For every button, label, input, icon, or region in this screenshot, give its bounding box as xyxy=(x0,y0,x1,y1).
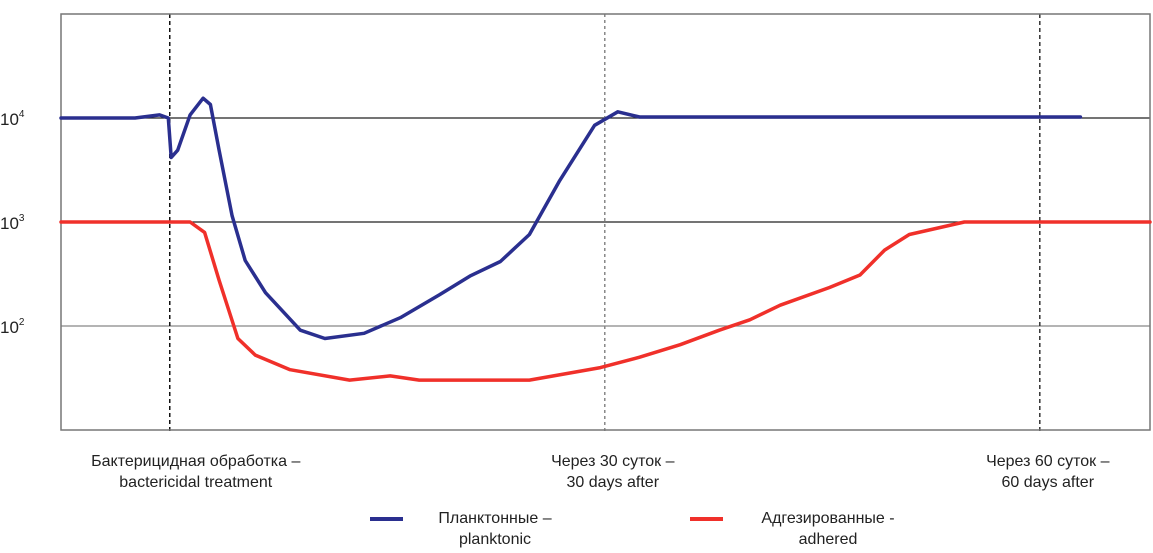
marker-lines xyxy=(169,14,1041,432)
legend-label-line1: Планктонные – xyxy=(438,510,551,527)
marker-label-line1: Через 60 суток – xyxy=(986,453,1110,470)
marker-label-line2: 30 days after xyxy=(567,474,660,491)
series-lines xyxy=(59,96,1152,382)
marker-label-line1: Через 30 суток – xyxy=(551,453,675,470)
marker-label-line2: bactericidal treatment xyxy=(119,474,273,491)
marker-label-line2: 60 days after xyxy=(1002,474,1095,491)
y-tick-base: 10 xyxy=(0,110,19,129)
series-line-adhered xyxy=(59,220,1152,382)
series-line-planktonic xyxy=(59,96,1083,341)
x-marker-labels: Бактерицидная обработка – bactericidal tr… xyxy=(91,453,1109,491)
y-tick-exponent: 2 xyxy=(19,317,25,328)
legend-label-line2: planktonic xyxy=(459,531,531,548)
y-tick-base: 10 xyxy=(0,214,19,233)
y-tick-exponent: 4 xyxy=(19,109,25,120)
legend: Планктонные – planktonic Адгезированные - a… xyxy=(370,510,895,548)
y-tick-label: 104 xyxy=(0,109,25,129)
marker-label-line1: Бактерицидная обработка – xyxy=(91,453,300,470)
y-tick-base: 10 xyxy=(0,318,19,337)
legend-label-line1: Адгезированные - xyxy=(761,510,894,527)
y-tick-label: 102 xyxy=(0,317,25,337)
y-tick-label: 103 xyxy=(0,213,25,233)
y-tick-exponent: 3 xyxy=(19,213,25,224)
legend-label-line2: adhered xyxy=(799,531,858,548)
